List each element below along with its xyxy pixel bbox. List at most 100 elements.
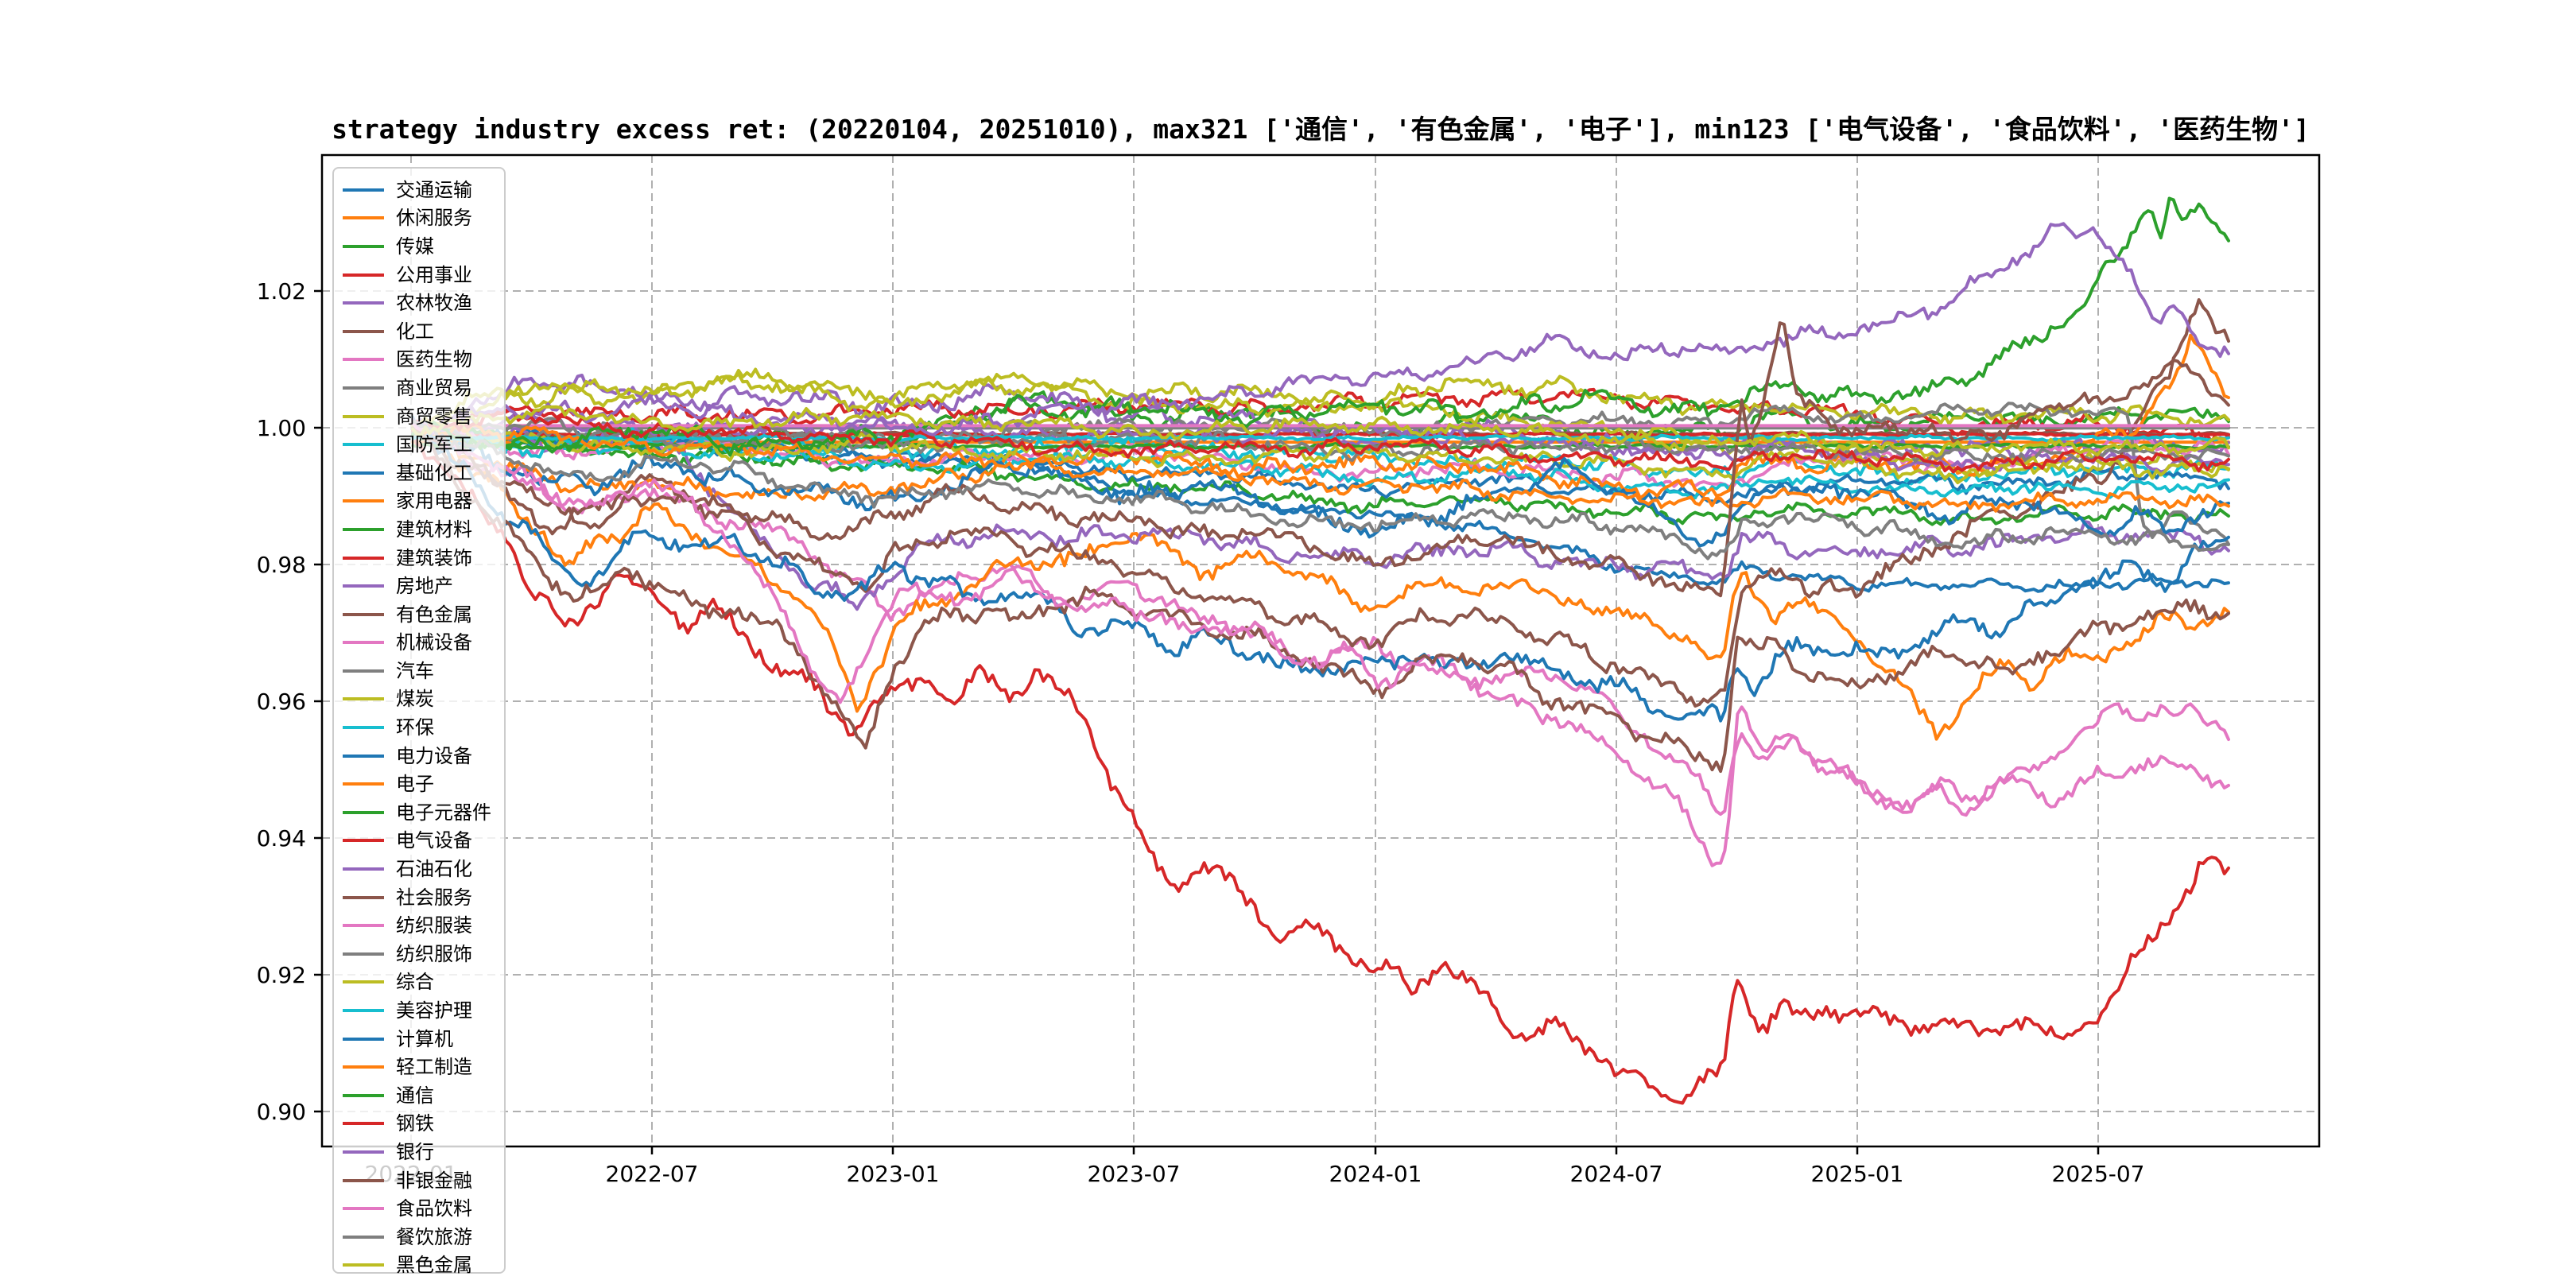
series-line	[411, 424, 2230, 741]
legend-item: 传媒	[343, 232, 504, 261]
legend-line-swatch	[343, 273, 384, 277]
legend-label: 电子	[396, 773, 434, 796]
x-tick-label: 2024-07	[1570, 1161, 1663, 1187]
legend-item: 计算机	[343, 1025, 504, 1053]
series-line	[411, 421, 2230, 482]
legend-line-swatch	[343, 697, 384, 701]
legend-item: 石油石化	[343, 855, 504, 883]
legend-line-swatch	[343, 1037, 384, 1041]
legend-line-swatch	[343, 754, 384, 758]
legend-label: 商贸零售	[396, 405, 472, 428]
x-tick-label: 2025-01	[1811, 1161, 1904, 1187]
plot-border	[320, 153, 2321, 1148]
x-tick-label: 2022-07	[606, 1161, 699, 1187]
legend-item: 综合	[343, 968, 504, 997]
legend-item: 食品饮料	[343, 1194, 504, 1223]
legend-item: 美容护理	[343, 996, 504, 1025]
legend-item: 黑色金属	[343, 1251, 504, 1280]
legend-item: 纺织服装	[343, 911, 504, 940]
legend-item: 电子元器件	[343, 798, 504, 827]
legend-label: 有色金属	[396, 603, 472, 626]
legend-item: 银行	[343, 1138, 504, 1166]
legend-line-swatch	[343, 867, 384, 871]
legend-line-swatch	[343, 1093, 384, 1097]
legend-label: 餐饮旅游	[396, 1225, 472, 1248]
y-tick-label: 1.00	[257, 415, 306, 441]
legend-box: 交通运输 休闲服务 传媒 公用事业 农林牧渔 化工 医药生物 商业贸易 商贸零售 国防军工 基础化工…	[332, 167, 506, 1274]
legend-label: 电气设备	[396, 829, 472, 852]
legend-line-swatch	[343, 556, 384, 560]
legend-line-swatch	[343, 1263, 384, 1267]
legend-label: 医药生物	[396, 348, 472, 371]
legend-line-swatch	[343, 980, 384, 984]
series-line	[411, 421, 2230, 867]
y-tick-label: 0.92	[257, 962, 306, 988]
chart-title: strategy industry excess ret: (20220104,…	[332, 114, 2310, 145]
legend-line-swatch	[343, 1009, 384, 1013]
legend-label: 基础化工	[396, 461, 472, 484]
legend-label: 汽车	[396, 659, 434, 682]
series-line	[411, 405, 2230, 458]
legend-item: 纺织服饰	[343, 940, 504, 968]
legend-line-swatch	[343, 386, 384, 390]
legend-item: 有色金属	[343, 600, 504, 629]
series-line	[411, 415, 2230, 548]
y-tick-label: 0.98	[257, 552, 306, 578]
legend-label: 轻工制造	[396, 1056, 472, 1079]
legend-line-swatch	[343, 1178, 384, 1182]
legend-label: 休闲服务	[396, 207, 472, 230]
legend-line-swatch	[343, 301, 384, 305]
legend-item: 电子	[343, 770, 504, 798]
x-tick-label: 2025-07	[2052, 1161, 2145, 1187]
legend-line-swatch	[343, 471, 384, 475]
legend-label: 纺织服饰	[396, 942, 472, 965]
legend-item: 煤炭	[343, 685, 504, 714]
legend-line-swatch	[343, 641, 384, 645]
legend-item: 环保	[343, 713, 504, 742]
legend-line-swatch	[343, 839, 384, 843]
legend-label: 煤炭	[396, 688, 434, 711]
legend-item: 化工	[343, 317, 504, 346]
y-tick-label: 0.94	[257, 825, 306, 852]
legend-line-swatch	[343, 612, 384, 616]
legend-label: 传媒	[396, 235, 434, 258]
legend-line-swatch	[343, 782, 384, 786]
legend-label: 交通运输	[396, 178, 472, 201]
series-line	[411, 433, 2230, 443]
y-tick-label: 0.96	[257, 689, 306, 715]
legend-item: 公用事业	[343, 261, 504, 289]
legend-item: 医药生物	[343, 346, 504, 374]
legend-line-swatch	[343, 414, 384, 418]
legend-label: 石油石化	[396, 858, 472, 881]
legend-label: 建筑装饰	[396, 546, 472, 569]
legend-item: 基础化工	[343, 459, 504, 487]
series-line	[411, 423, 2230, 513]
legend-line-swatch	[343, 216, 384, 220]
legend-item: 轻工制造	[343, 1053, 504, 1081]
x-tick-label: 2023-01	[847, 1161, 940, 1187]
series-line	[411, 222, 2230, 436]
legend-line-swatch	[343, 499, 384, 503]
legend-line-swatch	[343, 1150, 384, 1154]
legend-item: 非银金融	[343, 1166, 504, 1195]
legend-line-swatch	[343, 924, 384, 928]
legend-line-swatch	[343, 443, 384, 447]
legend-label: 社会服务	[396, 886, 472, 909]
legend-label: 电力设备	[396, 744, 472, 767]
legend-item: 建筑装饰	[343, 544, 504, 572]
legend-line-swatch	[343, 726, 384, 730]
x-tick-label: 2024-01	[1329, 1161, 1422, 1187]
legend-label: 非银金融	[396, 1169, 472, 1192]
legend-label: 食品饮料	[396, 1197, 472, 1220]
legend-item: 机械设备	[343, 629, 504, 658]
legend-item: 商贸零售	[343, 402, 504, 431]
legend-item: 国防军工	[343, 430, 504, 459]
legend-line-swatch	[343, 1207, 384, 1211]
series-line	[411, 408, 2230, 474]
legend-item: 建筑材料	[343, 515, 504, 544]
legend-item: 农林牧渔	[343, 289, 504, 317]
legend-line-swatch	[343, 329, 384, 333]
legend-label: 国防军工	[396, 433, 472, 456]
